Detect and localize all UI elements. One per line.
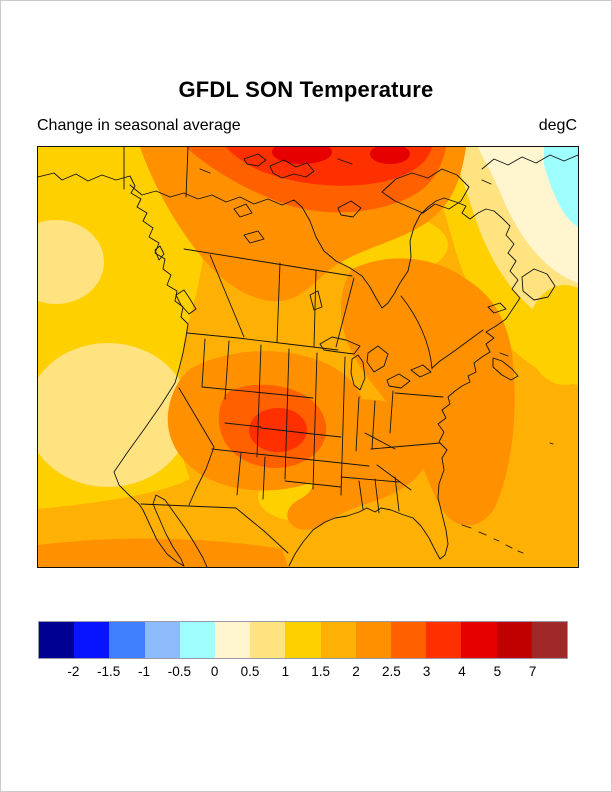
colorbar-segment-2 <box>109 622 145 658</box>
fill-atlantic-gold-patch <box>527 285 578 385</box>
state-lines-horizontal <box>201 386 444 488</box>
coast-pacific-alaska-baja <box>38 172 208 567</box>
lake-great-slave <box>243 230 265 244</box>
colorbar-tick-label: 0.5 <box>240 664 260 679</box>
colorbar-segment-13 <box>496 622 532 658</box>
coast-nova-scotia <box>492 357 519 381</box>
lake-ontario <box>410 364 432 378</box>
colorbar-segment-8 <box>320 622 356 658</box>
colorbar-tick-label: 2 <box>352 664 360 679</box>
page-title: GFDL SON Temperature <box>178 77 434 102</box>
coast-anticosti-island <box>487 302 507 314</box>
unit-label: degC <box>538 117 577 134</box>
colorbar-tick-label: -0.5 <box>167 664 191 679</box>
state-lines-west-diagonals <box>178 387 266 506</box>
colorbar-tick-label: 4 <box>458 664 466 679</box>
colorbar-tick-label: 0 <box>210 664 219 679</box>
colorbar-segment-6 <box>250 622 286 658</box>
island-southampton <box>337 200 362 218</box>
river-st-lawrence <box>431 329 484 369</box>
coast-newfoundland <box>521 268 556 301</box>
colorbar-tick-label: -1.5 <box>97 664 121 679</box>
island-victoria <box>269 159 315 179</box>
colorbar-tick-labels: -2 -1.5 -1 -0.5 0 0.5 1 1.5 2 2.5 3 4 5 7 <box>38 664 568 682</box>
border-prairie-provinces <box>276 262 355 348</box>
colorbar-segment-14 <box>531 622 568 658</box>
colorbar-tick-label: 1.5 <box>311 664 331 679</box>
coast-east-and-gulf <box>288 351 491 567</box>
colorbar-tick-label: 7 <box>528 664 537 679</box>
fill-arctic-red-patch-west <box>272 147 332 164</box>
coast-arctic-hudson-labrador <box>129 184 521 353</box>
island-bermuda <box>549 442 554 445</box>
island-baffin <box>381 168 470 214</box>
lake-superior <box>319 336 361 355</box>
subtitle-row: Change in seasonal average degC <box>37 117 577 137</box>
fill-arctic-red-patch-east <box>370 147 410 164</box>
border-us-mexico <box>140 503 289 554</box>
subtitle-label: Change in seasonal average <box>37 117 241 134</box>
state-lines-vertical <box>201 338 394 496</box>
lake-great-bear <box>233 203 253 218</box>
colorbar-segment-9 <box>355 622 392 658</box>
islands-bahamas <box>461 524 524 554</box>
colorbar-segment-10 <box>391 622 427 658</box>
colorbar-segment-3 <box>144 622 180 658</box>
coast-vancouver-island <box>175 289 197 315</box>
border-60th-parallel <box>183 248 353 277</box>
islands-arctic-small <box>199 158 492 185</box>
colorbar-tick-label: 3 <box>422 664 431 679</box>
border-yukon-nwt <box>185 147 189 198</box>
colorbar-segment-7 <box>285 622 321 658</box>
colorbar-tick-label: 5 <box>493 664 502 679</box>
lake-erie <box>386 373 411 389</box>
lake-michigan <box>350 354 366 391</box>
contour-fill-layers <box>38 147 578 567</box>
coastline-and-borders <box>38 147 578 567</box>
colorbar-segment-12 <box>461 622 497 658</box>
border-us-canada <box>186 332 339 351</box>
fill-corner-cyan-patch <box>544 147 578 227</box>
coast-prince-edward-island <box>499 352 509 357</box>
colorbar-tick-label: 2.5 <box>381 664 401 679</box>
coast-greenland-corner <box>481 154 578 170</box>
fill-pacific-lightyellow-north <box>38 220 104 304</box>
colorbar-segment-1 <box>74 622 110 658</box>
border-bc-alberta <box>209 254 245 338</box>
coast-haida-gwaii-island <box>154 245 165 261</box>
colorbar-segment-4 <box>179 622 216 658</box>
border-ontario-quebec <box>400 295 433 370</box>
fill-mexico-bottom-orange <box>38 538 288 567</box>
colorbar-tick-label: -1 <box>137 664 151 679</box>
lake-huron <box>366 345 389 373</box>
contour-map-svg <box>38 147 578 567</box>
lake-winnipeg <box>309 290 323 311</box>
fill-quebec-northeast-orange <box>340 258 515 526</box>
colorbar-segment-0 <box>39 622 75 658</box>
colorbar-segment-11 <box>426 622 462 658</box>
island-banks <box>243 153 267 167</box>
colorbar-segment-5 <box>215 622 251 658</box>
contour-map-figure <box>37 146 579 568</box>
colorbar-tick-label: 1 <box>281 664 290 679</box>
state-lines-east-diagonals <box>358 432 441 514</box>
colorbar-tick-label: -2 <box>67 664 80 679</box>
colorbar <box>38 621 568 659</box>
fill-pacific-lightyellow-california <box>38 343 190 487</box>
